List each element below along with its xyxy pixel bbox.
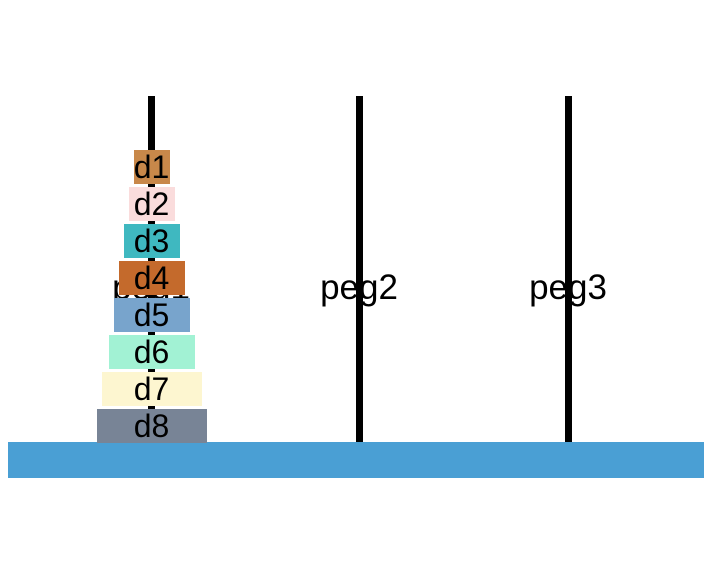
disk-d4-label: d4: [133, 260, 170, 296]
peg2-label: peg2: [320, 268, 398, 307]
disk-d4[interactable]: d4: [118, 260, 185, 296]
disk-d5[interactable]: d5: [113, 297, 190, 333]
disk-d1[interactable]: d1: [133, 149, 170, 185]
disk-d2-label: d2: [133, 186, 170, 222]
disk-d3[interactable]: d3: [123, 223, 180, 259]
disk-d1-label: d1: [133, 149, 170, 185]
board-base: [8, 442, 704, 478]
disk-d8[interactable]: d8: [96, 408, 207, 444]
disk-d3-label: d3: [133, 223, 170, 259]
peg3-pole[interactable]: [565, 96, 572, 442]
disk-d7-label: d7: [133, 371, 170, 407]
disk-d2[interactable]: d2: [128, 186, 175, 222]
disk-d6-label: d6: [133, 334, 170, 370]
peg2-pole[interactable]: [356, 96, 363, 442]
peg3-label: peg3: [529, 268, 607, 307]
disk-d6[interactable]: d6: [108, 334, 195, 370]
disk-d5-label: d5: [133, 297, 170, 333]
disk-d7[interactable]: d7: [101, 371, 202, 407]
disk-d8-label: d8: [133, 408, 170, 444]
